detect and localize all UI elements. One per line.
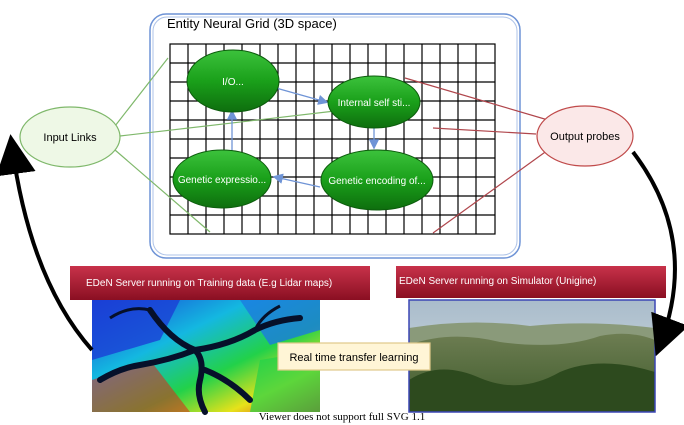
node-internal-self-label: Internal self sti...: [338, 98, 411, 109]
node-arrows: [226, 87, 380, 188]
node-io[interactable]: I/O...: [186, 49, 280, 113]
training-banner: EDeN Server running on Training data (E.…: [70, 266, 370, 300]
output-probes-label: Output probes: [550, 131, 620, 143]
grid-frame-inner: [152, 16, 518, 256]
node-genetic-expression[interactable]: Genetic expressio...: [172, 149, 272, 209]
input-links-label: Input Links: [43, 132, 97, 144]
node-genetic-encoding[interactable]: Genetic encoding of...: [320, 149, 434, 211]
training-banner-label: EDeN Server running on Training data (E.…: [86, 278, 332, 289]
transfer-learning-box: Real time transfer learning: [277, 342, 431, 371]
node-genetic-expression-label: Genetic expressio...: [178, 175, 266, 186]
terrain-image: [408, 299, 656, 413]
simulator-banner: EDeN Server running on Simulator (Unigin…: [396, 266, 666, 298]
node-io-label: I/O...: [222, 77, 244, 88]
lidar-map-image: [92, 300, 320, 415]
output-probes-node[interactable]: Output probes: [536, 105, 634, 167]
input-link-lines: [114, 57, 336, 233]
simulator-banner-label: EDeN Server running on Simulator (Unigin…: [399, 276, 596, 287]
transfer-learning-label: Real time transfer learning: [289, 352, 418, 364]
right-feedback-arrow: [631, 150, 684, 357]
grid-title: Entity Neural Grid (3D space): [167, 16, 337, 31]
input-links-node[interactable]: Input Links: [19, 106, 121, 168]
node-genetic-encoding-label: Genetic encoding of...: [328, 176, 425, 187]
svg-support-notice: Viewer does not support full SVG 1.1: [258, 411, 426, 423]
left-feedback-arrow: [0, 134, 94, 352]
output-probe-lines: [404, 77, 549, 234]
node-internal-self[interactable]: Internal self sti...: [327, 75, 421, 129]
